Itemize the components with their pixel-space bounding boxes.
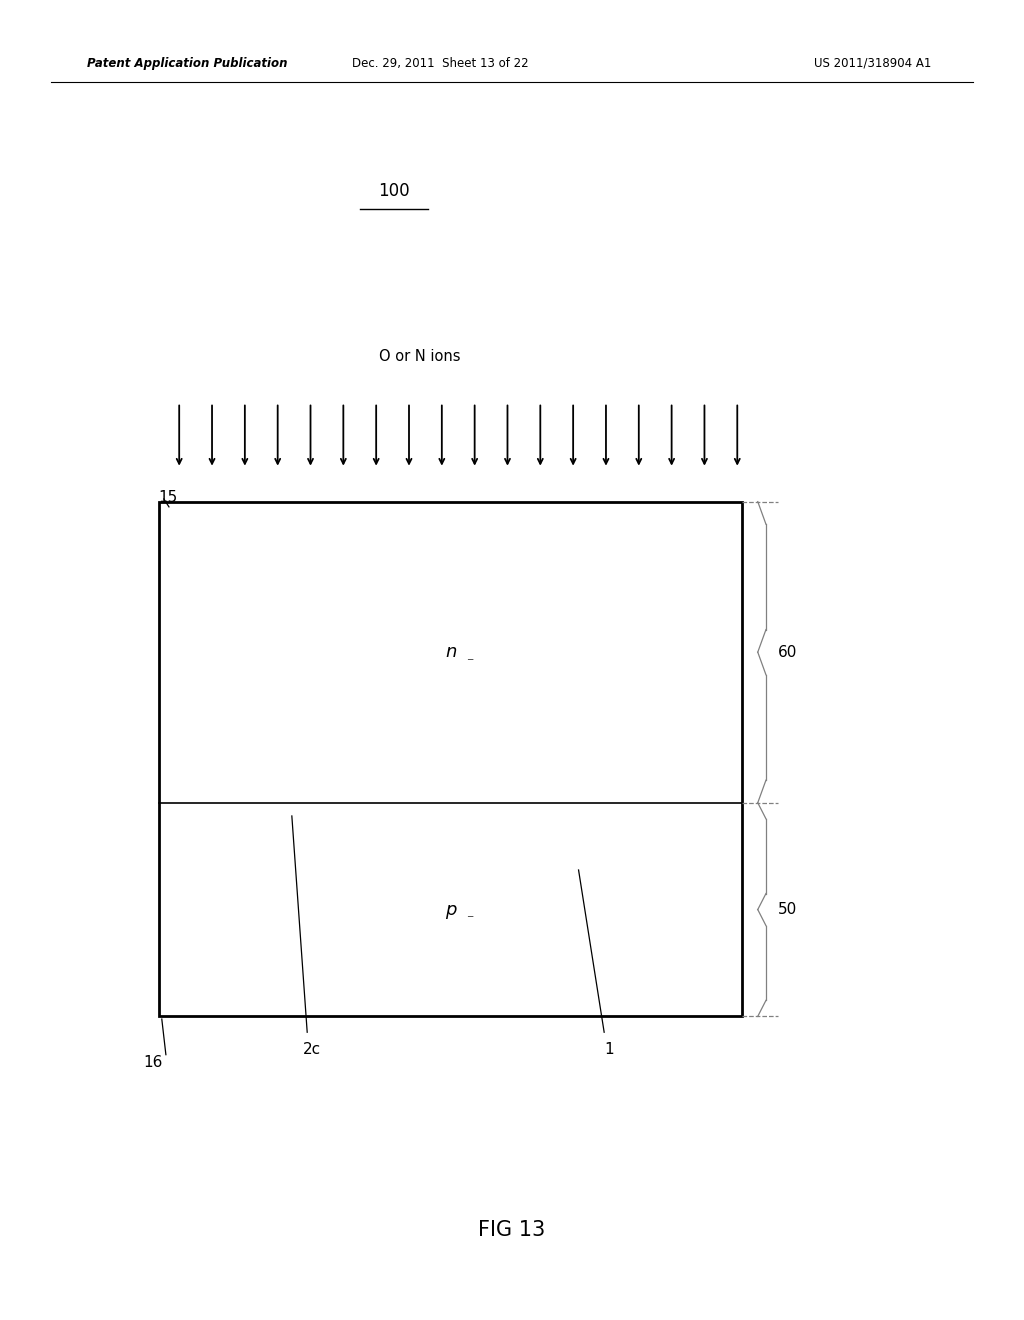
Text: FIG 13: FIG 13: [478, 1220, 546, 1241]
Text: 60: 60: [778, 644, 798, 660]
Text: 16: 16: [143, 1055, 163, 1071]
Text: 15: 15: [159, 490, 178, 506]
Text: 100: 100: [379, 182, 410, 201]
Text: p: p: [444, 900, 457, 919]
Bar: [159, 502, 742, 1016]
Text: O or N ions: O or N ions: [379, 348, 461, 364]
Text: 50: 50: [778, 902, 798, 917]
Text: Dec. 29, 2011  Sheet 13 of 22: Dec. 29, 2011 Sheet 13 of 22: [352, 57, 528, 70]
Text: 2c: 2c: [303, 1041, 322, 1057]
Text: ⁻: ⁻: [466, 913, 473, 927]
Text: US 2011/318904 A1: US 2011/318904 A1: [814, 57, 932, 70]
Text: n: n: [444, 643, 457, 661]
Text: ⁻: ⁻: [466, 656, 473, 669]
Text: 1: 1: [604, 1041, 614, 1057]
Text: Patent Application Publication: Patent Application Publication: [87, 57, 288, 70]
